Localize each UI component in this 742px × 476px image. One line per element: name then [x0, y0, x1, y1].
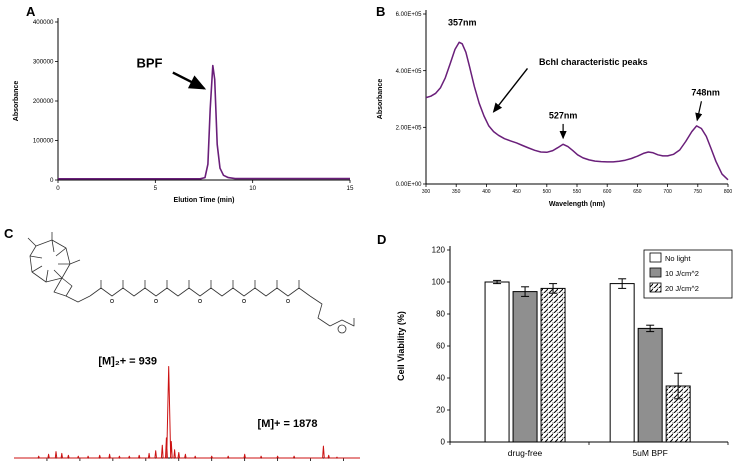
- svg-text:5: 5: [154, 185, 158, 192]
- svg-text:10: 10: [249, 185, 256, 192]
- bar: [512, 291, 538, 443]
- absorbance-spectrum-chart: 0.00E+00 2.00E+05 4.00E+05 6.00E+05 300 350 40…: [377, 10, 732, 208]
- legend-swatch: [649, 282, 662, 293]
- svg-text:2.00E+05: 2.00E+05: [396, 126, 423, 132]
- svg-text:748nm: 748nm: [691, 88, 720, 98]
- svg-text:[M]₂+ = 939: [M]₂+ = 939: [98, 356, 157, 368]
- svg-text:Absorbance: Absorbance: [13, 81, 20, 122]
- bar: [540, 287, 566, 443]
- panel-d-label: D: [377, 232, 387, 247]
- svg-text:0.00E+00: 0.00E+00: [396, 182, 423, 188]
- svg-text:drug-free: drug-free: [508, 448, 543, 458]
- svg-text:20: 20: [436, 406, 445, 415]
- svg-text:700: 700: [663, 189, 672, 195]
- panel-a-label: A: [26, 4, 36, 19]
- svg-text:120: 120: [432, 246, 446, 255]
- mass-spectrum-chart: [M]₂+ = 939 [M]+ = 1878: [14, 356, 360, 461]
- svg-text:20 J/cm^2: 20 J/cm^2: [665, 284, 699, 293]
- svg-text:550: 550: [573, 189, 582, 195]
- svg-text:Absorbance: Absorbance: [377, 79, 384, 120]
- legend-swatch: [649, 252, 662, 263]
- bar: [484, 281, 510, 443]
- svg-text:Elution Time (min): Elution Time (min): [174, 197, 235, 204]
- bar: [637, 327, 663, 443]
- svg-text:200000: 200000: [33, 98, 54, 105]
- chemical-structure-drawing: [27, 232, 355, 334]
- svg-text:500: 500: [543, 189, 552, 195]
- svg-text:750: 750: [694, 189, 703, 195]
- svg-text:100: 100: [432, 278, 446, 287]
- axes: 0.00E+00 2.00E+05 4.00E+05 6.00E+05 300 350 40…: [377, 10, 732, 208]
- svg-text:5uM BPF: 5uM BPF: [632, 448, 667, 458]
- svg-text:450: 450: [512, 189, 521, 195]
- series-trace: [425, 41, 729, 181]
- legend-swatch: [649, 267, 662, 278]
- bar: [609, 283, 635, 443]
- svg-text:300000: 300000: [33, 59, 54, 66]
- svg-text:300: 300: [422, 189, 431, 195]
- svg-text:357nm: 357nm: [448, 17, 477, 27]
- annotation-arrow: [172, 71, 207, 90]
- svg-text:BPF: BPF: [136, 55, 162, 70]
- svg-text:800: 800: [724, 189, 733, 195]
- series-trace: [58, 64, 350, 180]
- annotation-arrow: [492, 67, 529, 113]
- annotation-arrow: [695, 101, 703, 122]
- svg-text:4.00E+05: 4.00E+05: [396, 69, 423, 75]
- svg-text:0: 0: [50, 177, 54, 184]
- series-trace: [14, 366, 360, 459]
- svg-text:350: 350: [452, 189, 461, 195]
- svg-text:15: 15: [347, 185, 354, 192]
- svg-text:0: 0: [56, 185, 60, 192]
- svg-text:600: 600: [603, 189, 612, 195]
- axes: 0 100000 200000 300000 400000 0 5 10 15 Elution T…: [13, 18, 354, 204]
- svg-text:527nm: 527nm: [549, 110, 578, 120]
- panel-c-label: C: [4, 226, 14, 241]
- svg-text:400000: 400000: [33, 19, 54, 26]
- svg-text:400: 400: [482, 189, 491, 195]
- svg-text:Wavelength (nm): Wavelength (nm): [549, 201, 605, 208]
- cell-viability-bar-chart: 0 20 40 60 80 100 120 Cell Viability (%) drug-fr…: [396, 246, 733, 458]
- svg-text:No light: No light: [665, 254, 691, 263]
- svg-text:80: 80: [436, 310, 445, 319]
- svg-text:Bchl characteristic peaks: Bchl characteristic peaks: [539, 57, 648, 67]
- panel-b-label: B: [376, 4, 386, 19]
- svg-text:100000: 100000: [33, 138, 54, 145]
- hplc-chromatogram-chart: 0 100000 200000 300000 400000 0 5 10 15 Elution T…: [13, 18, 354, 204]
- svg-text:0: 0: [441, 438, 446, 447]
- svg-text:Cell Viability (%): Cell Viability (%): [396, 311, 406, 381]
- svg-text:40: 40: [436, 374, 445, 383]
- svg-text:10 J/cm^2: 10 J/cm^2: [665, 269, 699, 278]
- svg-text:60: 60: [436, 342, 445, 351]
- svg-text:650: 650: [633, 189, 642, 195]
- svg-text:6.00E+05: 6.00E+05: [396, 12, 423, 18]
- svg-text:[M]+ = 1878: [M]+ = 1878: [258, 418, 318, 430]
